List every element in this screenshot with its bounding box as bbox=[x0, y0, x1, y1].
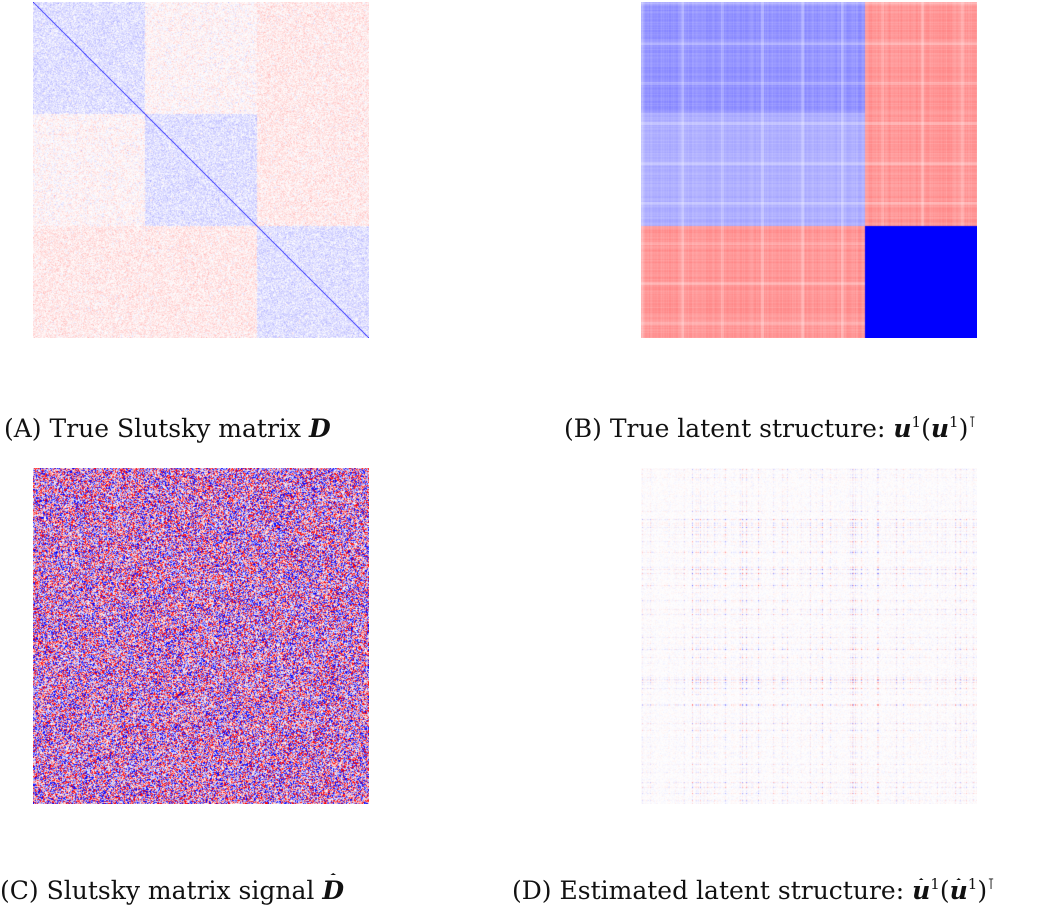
heatmap-true-slutsky bbox=[33, 2, 369, 338]
caption-d-formula: u1(u1)⊺ bbox=[912, 875, 995, 905]
heatmap-estimated-latent bbox=[641, 468, 977, 804]
caption-c: (C) Slutsky matrix signal D bbox=[0, 876, 344, 906]
caption-b-title: True latent structure: bbox=[609, 414, 886, 443]
heatmap-true-latent bbox=[641, 2, 977, 338]
caption-a: (A) True Slutsky matrix D bbox=[4, 414, 331, 444]
caption-b-formula: u1(u1)⊺ bbox=[893, 413, 977, 443]
caption-b-label: (B) bbox=[564, 414, 602, 443]
caption-c-title: Slutsky matrix signal bbox=[46, 876, 315, 905]
caption-d-title: Estimated latent structure: bbox=[559, 876, 905, 905]
caption-a-label: (A) bbox=[4, 414, 42, 443]
caption-d: (D) Estimated latent structure: u1(u1)⊺ bbox=[512, 876, 995, 906]
caption-d-label: (D) bbox=[512, 876, 552, 905]
caption-b: (B) True latent structure: u1(u1)⊺ bbox=[564, 414, 976, 444]
heatmap-slutsky-signal bbox=[33, 468, 369, 804]
caption-a-symbol: D bbox=[308, 414, 331, 443]
caption-c-symbol: D bbox=[322, 876, 345, 905]
caption-c-label: (C) bbox=[0, 876, 39, 905]
caption-a-title: True Slutsky matrix bbox=[49, 414, 302, 443]
